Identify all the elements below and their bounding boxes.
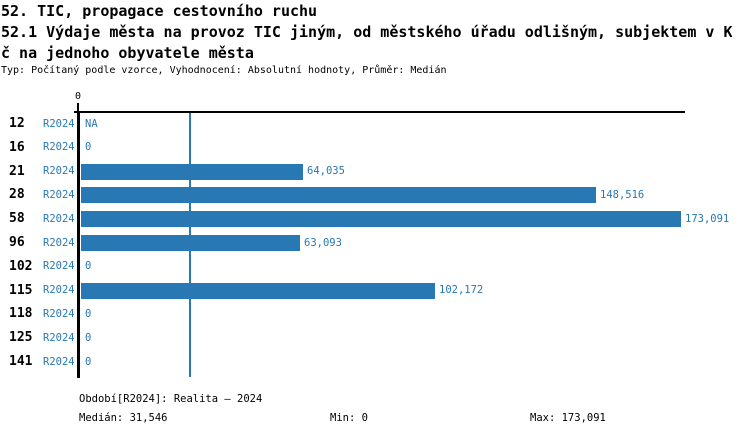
row-series-label: R2024 — [43, 188, 75, 201]
x-axis-line — [74, 111, 685, 113]
row-series-label: R2024 — [43, 117, 75, 130]
row-category-label: 102 — [9, 258, 33, 274]
row-series-label: R2024 — [43, 307, 75, 320]
x-axis-tick-mark — [77, 103, 79, 112]
footer-median-stat: Medián: 31,546 — [79, 412, 168, 424]
bar — [81, 282, 435, 299]
bar-value-label: 0 — [85, 307, 92, 320]
row-category-label: 28 — [9, 187, 25, 203]
chart-title-line1: 52. TIC, propagace cestovního ruchu — [1, 2, 318, 20]
bar-value-label: 0 — [85, 141, 92, 154]
row-category-label: 58 — [9, 211, 25, 227]
row-category-label: 21 — [9, 163, 25, 179]
bar-value-label: 0 — [85, 331, 92, 344]
row-series-label: R2024 — [43, 331, 75, 344]
bar-value-label: 0 — [85, 355, 92, 368]
row-series-label: R2024 — [43, 141, 75, 154]
row-category-label: 118 — [9, 306, 33, 322]
chart-title-line2: 52.1 Výdaje města na provoz TIC jiným, o… — [1, 23, 733, 41]
bar-value-label: 173,091 — [685, 212, 730, 225]
footer-max-stat: Max: 173,091 — [530, 412, 606, 424]
row-category-label: 96 — [9, 235, 25, 250]
row-series-label: R2024 — [43, 212, 75, 225]
row-category-label: 115 — [9, 282, 33, 298]
row-category-label: 125 — [9, 330, 33, 346]
bar-value-label: NA — [85, 117, 98, 130]
footer-min-stat: Min: 0 — [330, 412, 368, 424]
bar-value-label: 148,516 — [600, 188, 645, 201]
chart-title-line3: č na jednoho obyvatele města — [1, 44, 254, 62]
chart-subtitle: Typ: Počítaný podle vzorce, Vyhodnocení:… — [1, 65, 447, 76]
bar — [81, 235, 300, 251]
row-category-label: 141 — [9, 354, 33, 369]
bar — [81, 163, 303, 180]
y-axis-line — [77, 112, 80, 378]
bar-value-label: 64,035 — [307, 165, 345, 178]
x-axis-zero-tick-label: 0 — [74, 91, 82, 102]
row-series-label: R2024 — [43, 284, 75, 297]
footer-period-label: Období[R2024]: Realita – 2024 — [79, 393, 263, 405]
bar-value-label: 102,172 — [439, 284, 484, 297]
bar-value-label: 63,093 — [304, 236, 342, 249]
bar — [81, 187, 596, 204]
bar — [81, 211, 681, 228]
row-category-label: 12 — [9, 116, 25, 131]
row-series-label: R2024 — [43, 355, 75, 368]
row-series-label: R2024 — [43, 165, 75, 178]
row-category-label: 16 — [9, 139, 25, 155]
row-series-label: R2024 — [43, 236, 75, 249]
row-series-label: R2024 — [43, 260, 75, 273]
bar-value-label: 0 — [85, 260, 92, 273]
